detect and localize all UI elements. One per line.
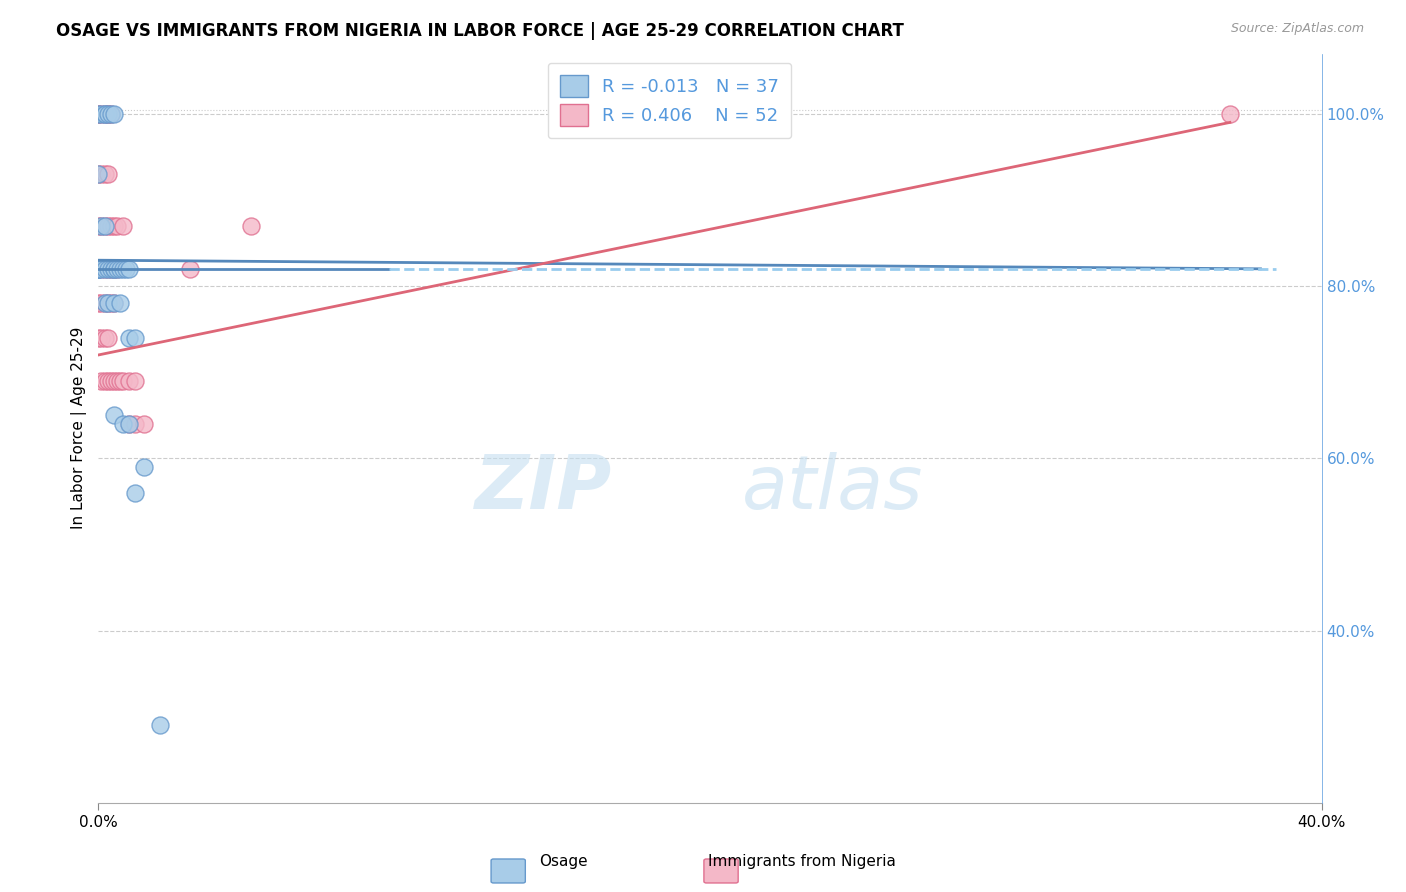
Point [93, 261, 115, 276]
Point [87, 167, 110, 181]
Point [115, 261, 138, 276]
Point [87, 331, 110, 345]
Point [90, 219, 112, 233]
Point [100, 261, 122, 276]
Point [87, 219, 110, 233]
Point [105, 261, 128, 276]
Point [97, 107, 120, 121]
Point [97, 107, 120, 121]
Point [134, 417, 156, 431]
Point [93, 374, 115, 388]
Point [87, 107, 110, 121]
Point [103, 409, 125, 423]
Point [97, 261, 120, 276]
Point [93, 107, 115, 121]
Point [179, 261, 201, 276]
Point [90, 374, 112, 388]
Point [124, 417, 146, 431]
Text: Immigrants from Nigeria: Immigrants from Nigeria [707, 855, 896, 870]
Point [93, 261, 115, 276]
Point [100, 374, 122, 388]
Point [100, 296, 122, 310]
Point [105, 261, 128, 276]
Point [108, 261, 131, 276]
Point [97, 296, 120, 310]
Point [103, 296, 125, 310]
Text: atlas: atlas [741, 452, 924, 524]
Point [118, 417, 141, 431]
Point [87, 167, 110, 181]
Point [103, 374, 125, 388]
Point [134, 459, 156, 474]
Point [93, 331, 115, 345]
Point [100, 107, 122, 121]
Point [103, 261, 125, 276]
Point [118, 261, 141, 276]
Point [93, 167, 115, 181]
Text: Osage: Osage [538, 855, 588, 870]
Point [87, 261, 110, 276]
FancyBboxPatch shape [491, 859, 526, 883]
Point [87, 107, 110, 121]
Point [90, 331, 112, 345]
Text: Source: ZipAtlas.com: Source: ZipAtlas.com [1230, 22, 1364, 36]
Point [97, 167, 120, 181]
Point [97, 219, 120, 233]
Point [124, 374, 146, 388]
Point [103, 107, 125, 121]
Point [105, 219, 128, 233]
Y-axis label: In Labor Force | Age 25-29: In Labor Force | Age 25-29 [72, 327, 87, 529]
Point [90, 261, 112, 276]
Point [97, 296, 120, 310]
Point [108, 374, 131, 388]
Point [111, 417, 134, 431]
FancyBboxPatch shape [704, 859, 738, 883]
Text: ZIP: ZIP [475, 451, 612, 524]
Point [111, 374, 134, 388]
Point [90, 107, 112, 121]
Point [124, 485, 146, 500]
Point [100, 261, 122, 276]
Point [87, 296, 110, 310]
Point [111, 219, 134, 233]
Point [97, 107, 120, 121]
Point [118, 331, 141, 345]
Point [103, 219, 125, 233]
Point [111, 261, 134, 276]
Point [90, 261, 112, 276]
Point [93, 219, 115, 233]
Point [90, 107, 112, 121]
Point [240, 219, 263, 233]
Point [103, 261, 125, 276]
Point [103, 261, 125, 276]
Point [100, 107, 122, 121]
Point [124, 331, 146, 345]
Point [90, 167, 112, 181]
Point [118, 374, 141, 388]
Point [108, 296, 131, 310]
Point [1219, 107, 1241, 121]
Point [93, 296, 115, 310]
Point [87, 261, 110, 276]
Point [118, 417, 141, 431]
Point [87, 261, 110, 276]
Point [105, 374, 128, 388]
Point [90, 296, 112, 310]
Point [93, 107, 115, 121]
Point [97, 331, 120, 345]
Point [149, 718, 172, 732]
Point [87, 107, 110, 121]
Legend: R = -0.013   N = 37, R = 0.406    N = 52: R = -0.013 N = 37, R = 0.406 N = 52 [548, 62, 792, 138]
Point [93, 296, 115, 310]
Point [90, 219, 112, 233]
Point [93, 219, 115, 233]
Text: OSAGE VS IMMIGRANTS FROM NIGERIA IN LABOR FORCE | AGE 25-29 CORRELATION CHART: OSAGE VS IMMIGRANTS FROM NIGERIA IN LABO… [56, 22, 904, 40]
Point [93, 107, 115, 121]
Point [87, 261, 110, 276]
Point [87, 261, 110, 276]
Point [103, 296, 125, 310]
Point [100, 219, 122, 233]
Point [97, 374, 120, 388]
Point [97, 261, 120, 276]
